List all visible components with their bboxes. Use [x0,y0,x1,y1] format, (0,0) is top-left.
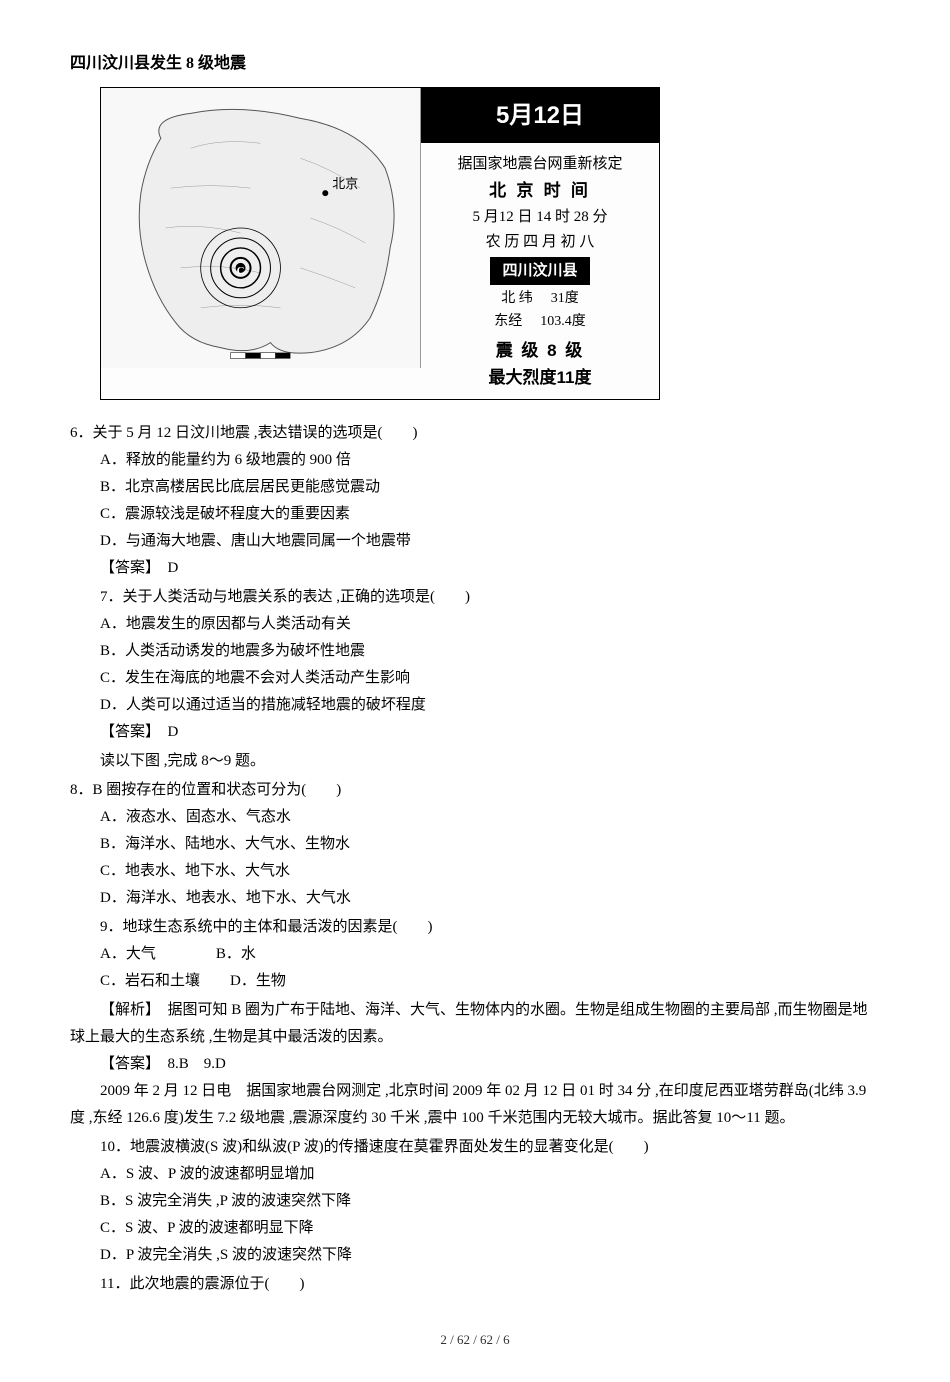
q8-option-d: D．海洋水、地表水、地下水、大气水 [70,885,880,912]
q7-option-c: C．发生在海底的地震不会对人类活动产生影响 [70,665,880,692]
q9-row1: A．大气 B．水 [70,941,880,968]
q10-option-a: A．S 波、P 波的波速都明显增加 [70,1161,880,1188]
china-map-area: C 北京 [101,88,421,368]
question-8: 8．B 圈按存在的位置和状态可分为( ) A．液态水、固态水、气态水 B．海洋水… [70,777,880,912]
q9-option-b: B．水 [216,946,256,962]
fig2-intro: 读以下图 ,完成 8～9 题。 [70,748,880,775]
q9-option-c: C．岩石和土壤 [100,973,200,989]
question-6: 6．关于 5 月 12 日汶川地震 ,表达错误的选项是( ) A．释放的能量约为… [70,420,880,582]
q7-option-d: D．人类可以通过适当的措施减轻地震的破坏程度 [70,692,880,719]
svg-text:C: C [237,265,245,277]
q9-option-a: A．大气 [100,946,156,962]
lat-value: 31度 [551,288,579,310]
china-map-svg: C 北京 [101,88,420,368]
q7-answer: 【答案】 D [70,719,880,746]
q6-option-b: B．北京高楼居民比底层居民更能感觉震动 [70,474,880,501]
answer-89: 【答案】 8.B 9.D [70,1051,880,1078]
q9-stem: 9．地球生态系统中的主体和最活泼的因素是( ) [70,914,880,941]
lat-row: 北 纬 31度 [431,288,649,310]
info-body: 据国家地震台网重新核定 北 京 时 间 5 月12 日 14 时 28 分 农 … [421,143,659,399]
source-line: 据国家地震台网重新核定 [431,152,649,176]
q10-option-c: C．S 波、P 波的波速都明显下降 [70,1215,880,1242]
q6-option-a: A．释放的能量约为 6 级地震的 900 倍 [70,447,880,474]
earthquake-figure: C 北京 5月12日 据国家地震台网重新核定 北 京 时 间 5 月12 日 1… [100,87,660,401]
intensity-line: 最大烈度11度 [431,364,649,391]
q10-stem: 10．地震波横波(S 波)和纵波(P 波)的传播速度在莫霍界面处发生的显著变化是… [70,1134,880,1161]
q9-option-d: D．生物 [230,973,286,989]
question-11: 11．此次地震的震源位于( ) [70,1271,880,1298]
q9-row2: C．岩石和土壤 D．生物 [70,968,880,995]
q8-option-a: A．液态水、固态水、气态水 [70,804,880,831]
lunar-date: 农 历 四 月 初 八 [431,230,649,254]
q6-answer: 【答案】 D [70,555,880,582]
section-heading: 四川汶川县发生 8 级地震 [70,50,880,79]
question-7: 7．关于人类活动与地震关系的表达 ,正确的选项是( ) A．地震发生的原因都与人… [70,584,880,746]
lon-value: 103.4度 [540,311,586,333]
time-value: 5 月12 日 14 时 28 分 [431,205,649,229]
question-9: 9．地球生态系统中的主体和最活泼的因素是( ) A．大气 B．水 C．岩石和土壤… [70,914,880,995]
q6-option-d: D．与通海大地震、唐山大地震同属一个地震带 [70,528,880,555]
q6-stem: 6．关于 5 月 12 日汶川地震 ,表达错误的选项是( ) [70,420,880,447]
q7-stem: 7．关于人类活动与地震关系的表达 ,正确的选项是( ) [70,584,880,611]
beijing-label: 北京 [332,176,358,191]
time-label: 北 京 时 间 [431,177,649,204]
lon-row: 东经 103.4度 [431,311,649,333]
county-badge: 四川汶川县 [490,257,589,285]
question-10: 10．地震波横波(S 波)和纵波(P 波)的传播速度在莫霍界面处发生的显著变化是… [70,1134,880,1269]
page-footer: 2 / 62 / 62 / 6 [70,1328,880,1351]
q11-stem: 11．此次地震的震源位于( ) [70,1271,880,1298]
date-header: 5月12日 [421,88,659,143]
q10-option-d: D．P 波完全消失 ,S 波的波速突然下降 [70,1242,880,1269]
lon-label: 东经 [494,311,522,333]
earthquake-info-panel: 5月12日 据国家地震台网重新核定 北 京 时 间 5 月12 日 14 时 2… [421,88,659,400]
lat-label: 北 纬 [501,288,533,310]
q8-stem: 8．B 圈按存在的位置和状态可分为( ) [70,777,880,804]
magnitude-line: 震 级 8 级 [431,337,649,364]
q8-option-c: C．地表水、地下水、大气水 [70,858,880,885]
q7-option-a: A．地震发生的原因都与人类活动有关 [70,611,880,638]
explain-89: 【解析】 据图可知 B 圈为广布于陆地、海洋、大气、生物体内的水圈。生物是组成生… [70,997,880,1051]
q7-option-b: B．人类活动诱发的地震多为破坏性地震 [70,638,880,665]
news-paragraph: 2009 年 2 月 12 日电 据国家地震台网测定 ,北京时间 2009 年 … [70,1078,880,1132]
q6-option-c: C．震源较浅是破坏程度大的重要因素 [70,501,880,528]
q10-option-b: B．S 波完全消失 ,P 波的波速突然下降 [70,1188,880,1215]
q8-option-b: B．海洋水、陆地水、大气水、生物水 [70,831,880,858]
